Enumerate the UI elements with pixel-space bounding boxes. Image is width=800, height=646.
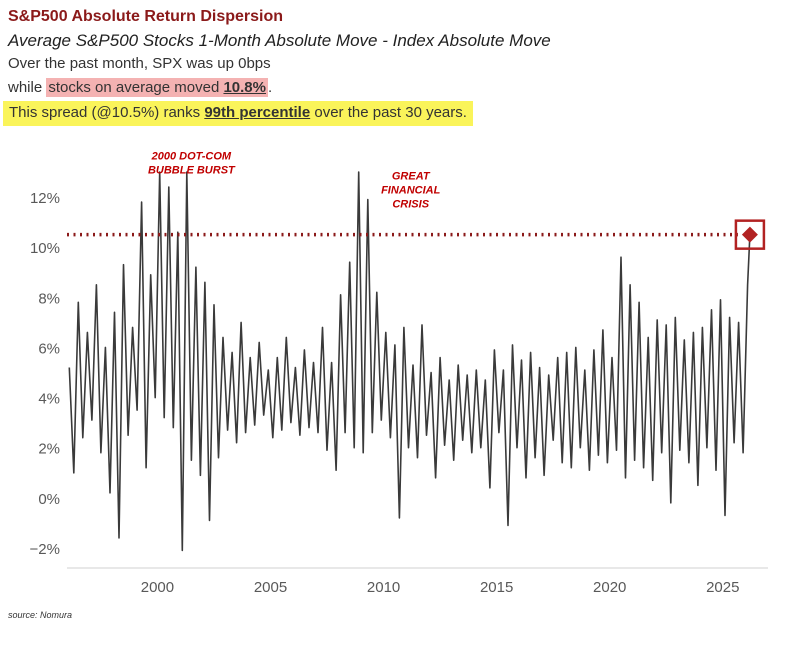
x-tick-label: 2020 <box>593 579 626 596</box>
chart-title: S&P500 Absolute Return Dispersion <box>8 8 284 25</box>
x-tick-label: 2015 <box>480 579 513 596</box>
dispersion-line-chart: 12% 10% 8% 6% 4% 2% 0% −2% 2000 2005 2010 2015 2020 2… <box>30 150 768 596</box>
percentile-rank: 99th percentile <box>204 104 311 121</box>
dispersion-series-line <box>68 171 751 552</box>
chart-annotation: GREAT FINANCIAL CRISIS <box>381 171 441 211</box>
y-tick-label: −2% <box>30 541 60 558</box>
y-tick-label: 6% <box>38 340 60 357</box>
summary-line-2: while stocks on average moved 10.8%. <box>8 78 273 97</box>
chart-subtitle: Average S&P500 Stocks 1-Month Absolute M… <box>8 31 551 50</box>
x-tick-label: 2010 <box>367 579 400 596</box>
summary-line-2-text: stocks on average moved <box>48 79 224 96</box>
source-note: source: Nomura <box>8 610 73 620</box>
summary-line-3-suffix: over the past 30 years. <box>310 104 467 121</box>
chart-annotation: 2000 DOT-COM BUBBLE BURST <box>148 150 236 176</box>
y-tick-label: 12% <box>30 190 60 207</box>
x-tick-label: 2000 <box>141 579 174 596</box>
summary-line-2-highlight: stocks on average moved 10.8% <box>46 78 268 97</box>
y-tick-label: 4% <box>38 391 60 408</box>
latest-point-marker <box>741 226 758 243</box>
y-tick-label: 8% <box>38 290 60 307</box>
x-tick-label: 2025 <box>706 579 739 596</box>
y-tick-label: 2% <box>38 441 60 458</box>
x-tick-label: 2005 <box>254 579 287 596</box>
y-tick-label: 0% <box>38 491 60 508</box>
summary-line-2-value: 10.8% <box>223 79 266 96</box>
latest-point-box <box>734 219 766 250</box>
summary-line-1: Over the past month, SPX was up 0bps <box>8 55 271 72</box>
summary-line-3-highlight: This spread (@10.5%) ranks 99th percenti… <box>3 101 473 126</box>
summary-line-2-prefix: while <box>8 79 47 96</box>
summary-line-3-prefix: This spread (@10.5%) ranks <box>9 104 205 121</box>
summary-line-2-suffix: . <box>268 79 273 96</box>
y-tick-label: 10% <box>30 240 60 257</box>
